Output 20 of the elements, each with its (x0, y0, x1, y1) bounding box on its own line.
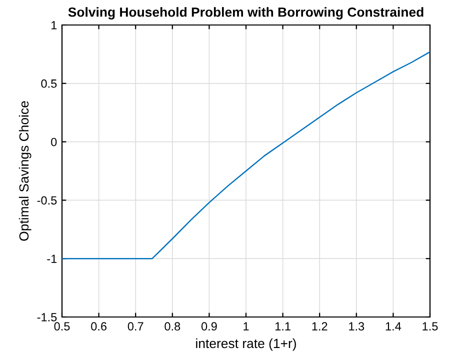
y-tick-label: 0 (51, 138, 57, 146)
x-tick-label: 1.3 (349, 322, 364, 331)
y-tick-label: 0.5 (41, 79, 57, 88)
chart-title: Solving Household Problem with Borrowing Constrained (68, 7, 424, 20)
x-tick-label: 0.8 (164, 322, 180, 331)
x-axis-title: interest rate (1+r) (196, 338, 296, 351)
x-tick-label: 1.2 (312, 322, 328, 330)
x-tick-label: 1.1 (275, 322, 290, 330)
y-tick-label: -1.5 (37, 313, 57, 322)
y-axis-title: Optimal Savings Choice (18, 101, 32, 241)
line-series (62, 51, 430, 260)
x-tick-label: 1.4 (386, 322, 402, 330)
x-tick-label: 1 (244, 322, 249, 330)
y-tick-label: -1 (47, 254, 57, 263)
y-tick-label: -0.5 (37, 196, 57, 205)
y-tick-label: 1 (51, 21, 57, 30)
x-tick-label: 0.6 (91, 322, 106, 331)
x-tick-label: 1.5 (422, 322, 438, 331)
x-tick-label: 0.7 (128, 322, 144, 331)
x-tick-label: 0.9 (201, 322, 217, 331)
